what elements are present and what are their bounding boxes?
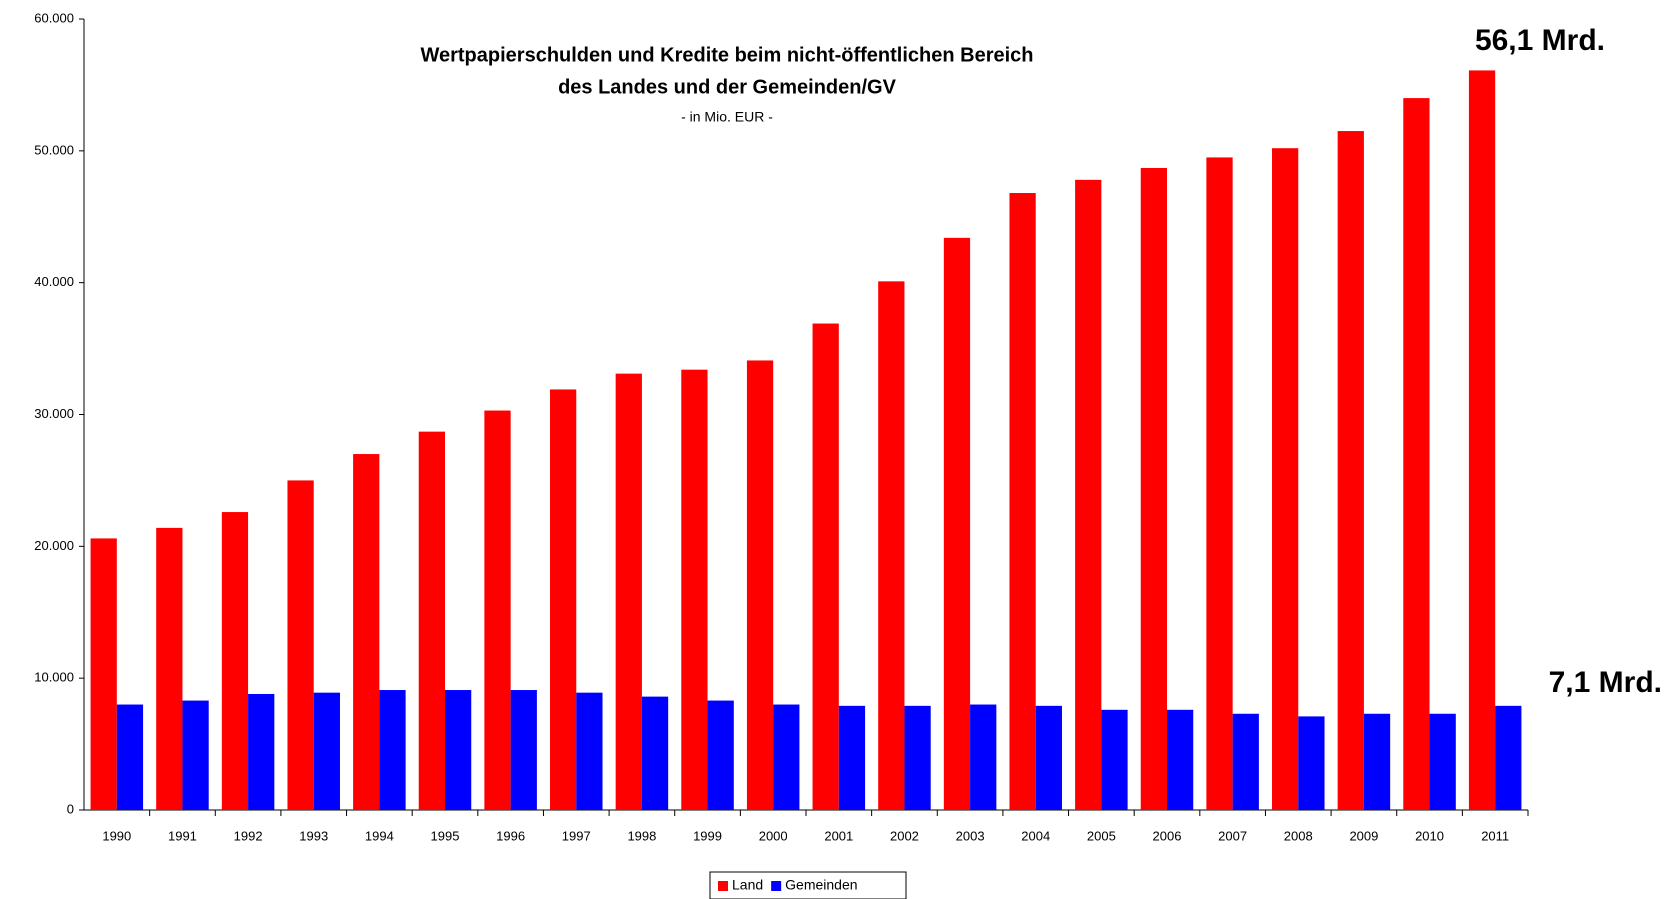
x-tick-label: 1995 — [431, 828, 460, 843]
bar — [1140, 167, 1167, 810]
bar — [182, 700, 209, 810]
bar — [707, 700, 734, 810]
y-tick-label: 10.000 — [34, 670, 74, 685]
bar — [1337, 131, 1364, 810]
y-tick-label: 0 — [67, 801, 74, 816]
bar — [878, 281, 905, 810]
bar — [773, 704, 800, 810]
bar — [904, 705, 931, 810]
bar — [838, 705, 866, 810]
bar — [484, 410, 511, 810]
x-tick-label: 2007 — [1218, 828, 1247, 843]
bar — [313, 692, 340, 810]
bar — [445, 690, 472, 810]
bar — [812, 323, 839, 810]
y-tick-label: 40.000 — [34, 274, 74, 289]
bar — [248, 693, 275, 810]
bar — [1167, 709, 1194, 810]
bar — [970, 704, 997, 810]
x-tick-label: 2003 — [956, 828, 985, 843]
bar — [1298, 716, 1325, 810]
bar — [1009, 193, 1036, 810]
x-tick-label: 2000 — [759, 828, 788, 843]
bar — [1363, 713, 1391, 810]
bar — [1403, 98, 1430, 811]
bar — [943, 237, 971, 811]
y-tick-label: 30.000 — [34, 406, 74, 421]
bar — [681, 369, 708, 810]
bar — [1429, 713, 1456, 810]
x-tick-label: 2008 — [1284, 828, 1313, 843]
bar — [353, 454, 380, 810]
bar — [418, 431, 445, 810]
y-tick-label: 20.000 — [34, 538, 74, 553]
x-tick-label: 2006 — [1153, 828, 1182, 843]
bar — [156, 527, 183, 810]
bar — [510, 690, 537, 810]
x-tick-label: 1997 — [562, 828, 591, 843]
x-tick-label: 1996 — [496, 828, 525, 843]
legend-label: Gemeinden — [785, 877, 857, 893]
bar — [90, 538, 117, 810]
bar — [379, 690, 406, 810]
legend-label: Land — [732, 877, 763, 893]
bar — [116, 704, 144, 810]
bar — [221, 512, 249, 810]
x-tick-label: 2009 — [1349, 828, 1378, 843]
x-tick-label: 1998 — [627, 828, 656, 843]
x-tick-label: 2004 — [1021, 828, 1050, 843]
annotation: 7,1 Mrd. — [1549, 666, 1662, 699]
bar — [746, 360, 774, 810]
legend-box — [709, 871, 907, 899]
x-tick-label: 1999 — [693, 828, 722, 843]
bar — [576, 692, 603, 810]
x-tick-label: 2010 — [1415, 828, 1444, 843]
x-tick-label: 1993 — [299, 828, 328, 843]
bar — [1468, 70, 1496, 811]
bar — [1232, 713, 1259, 810]
x-tick-label: 2001 — [824, 828, 853, 843]
annotation: 56,1 Mrd. — [1475, 24, 1605, 57]
y-tick-label: 50.000 — [34, 142, 74, 157]
x-tick-label: 1990 — [102, 828, 131, 843]
bar — [1206, 157, 1233, 811]
chart-title: Wertpapierschulden und Kredite beim nich… — [420, 44, 1033, 66]
bar — [641, 696, 669, 810]
bar — [1035, 705, 1062, 810]
x-tick-label: 2002 — [890, 828, 919, 843]
x-tick-label: 1992 — [234, 828, 263, 843]
bar — [550, 389, 577, 810]
legend-swatch — [718, 881, 728, 891]
x-tick-label: 2005 — [1087, 828, 1116, 843]
y-tick-label: 60.000 — [34, 10, 74, 25]
bar — [1101, 709, 1128, 810]
bar — [615, 373, 642, 810]
bar — [1495, 705, 1522, 810]
x-tick-label: 2011 — [1481, 828, 1509, 843]
chart-subtitle: des Landes und der Gemeinden/GV — [558, 76, 897, 98]
unit-note: - in Mio. EUR - — [681, 109, 773, 125]
bar — [1272, 148, 1299, 811]
legend-swatch — [771, 881, 782, 891]
bar — [287, 480, 314, 810]
bar — [1075, 179, 1102, 810]
x-tick-label: 1994 — [365, 828, 394, 843]
x-tick-label: 1991 — [168, 828, 197, 843]
